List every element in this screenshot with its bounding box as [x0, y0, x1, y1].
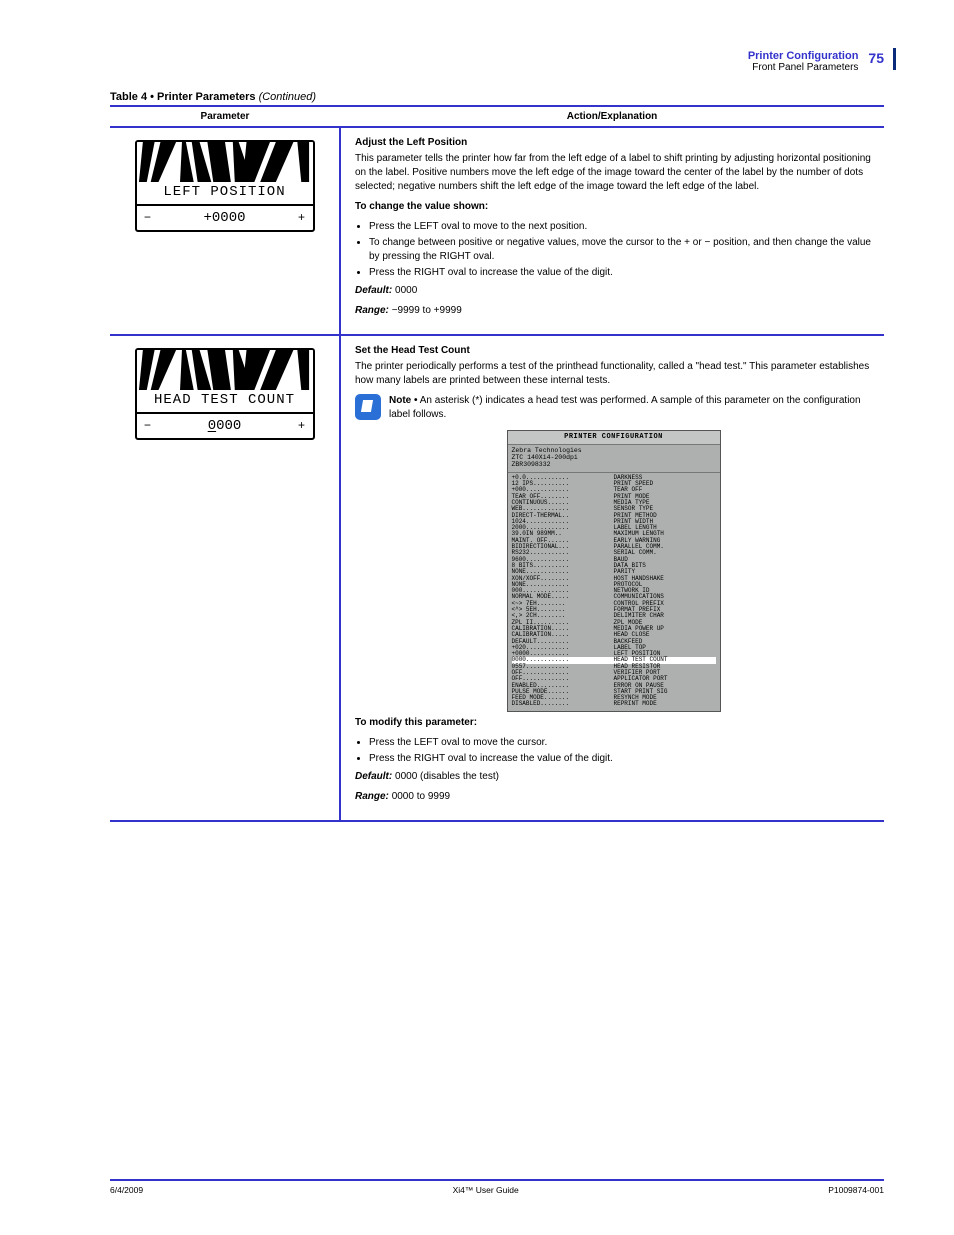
page: Printer Configuration Front Panel Parame…	[0, 0, 954, 1235]
row-heading: Adjust the Left Position	[355, 136, 872, 150]
step: Press the RIGHT oval to increase the val…	[369, 266, 872, 280]
lcd-left-position: LEFT POSITION − +0000 +	[135, 140, 315, 232]
header-title: Printer Configuration	[748, 50, 859, 62]
page-number-bar	[893, 48, 896, 70]
default-value: 0000	[395, 285, 417, 296]
steps-list: Press the LEFT oval to move the cursor. …	[369, 736, 872, 766]
page-number: 75	[868, 50, 884, 66]
default-value: 0000 (disables the test)	[395, 771, 499, 782]
row-head-test-count: HEAD TEST COUNT − 0000 + Set the Head Te…	[110, 335, 884, 821]
th-parameter: Parameter	[110, 106, 340, 127]
minus-button[interactable]: −	[143, 211, 153, 225]
table-caption: Table 4 • Printer Parameters (Continued)	[110, 91, 884, 103]
default-label: Default:	[355, 771, 392, 782]
footer-doc-id: P1009874-001	[828, 1185, 884, 1195]
config-header: Zebra Technologies ZTC 140Xi4-200dpi ZBR…	[508, 445, 720, 472]
footer-date: 6/4/2009	[110, 1185, 143, 1195]
th-action: Action/Explanation	[340, 106, 884, 127]
range-label: Range:	[355, 791, 389, 802]
config-title: PRINTER CONFIGURATION	[508, 431, 720, 445]
page-footer: 6/4/2009 Xi4™ User Guide P1009874-001	[110, 1179, 884, 1195]
plus-button[interactable]: +	[297, 419, 307, 433]
note-text: An asterisk (*) indicates a head test wa…	[389, 395, 861, 420]
range-value: −9999 to +9999	[392, 305, 462, 316]
row-left-position: LEFT POSITION − +0000 + Adjust the Left …	[110, 127, 884, 335]
step: To change between positive or negative v…	[369, 236, 872, 264]
zebra-logo	[137, 142, 313, 182]
lcd-label: HEAD TEST COUNT	[137, 390, 313, 412]
label-to-change: To change the value shown:	[355, 201, 488, 212]
step: Press the LEFT oval to move the cursor.	[369, 736, 872, 750]
default-label: Default:	[355, 285, 392, 296]
lcd-value: 0000	[153, 418, 297, 434]
steps-list: Press the LEFT oval to move to the next …	[369, 220, 872, 280]
row-heading: Set the Head Test Count	[355, 344, 872, 358]
parameters-table: Parameter Action/Explanation	[110, 105, 884, 822]
range-label: Range:	[355, 305, 389, 316]
lcd-label: LEFT POSITION	[137, 182, 313, 204]
label-to-modify: To modify this parameter:	[355, 717, 477, 728]
page-header: Printer Configuration Front Panel Parame…	[110, 50, 884, 73]
row-desc: The printer periodically performs a test…	[355, 360, 872, 388]
plus-button[interactable]: +	[297, 211, 307, 225]
lcd-value: +0000	[153, 210, 297, 226]
footer-title: Xi4™ User Guide	[453, 1185, 519, 1195]
row-desc: This parameter tells the printer how far…	[355, 152, 872, 194]
minus-button[interactable]: −	[143, 419, 153, 433]
step: Press the RIGHT oval to increase the val…	[369, 752, 872, 766]
step: Press the LEFT oval to move to the next …	[369, 220, 872, 234]
lcd-value-row: − 0000 +	[137, 414, 313, 438]
lcd-value-row: − +0000 +	[137, 206, 313, 230]
lcd-head-test-count: HEAD TEST COUNT − 0000 +	[135, 348, 315, 440]
zebra-logo	[137, 350, 313, 390]
note: Note • An asterisk (*) indicates a head …	[355, 394, 872, 422]
header-subtitle: Front Panel Parameters	[752, 62, 858, 73]
config-rows: +0.0............ DARKNESS12 IPS.........…	[512, 475, 716, 708]
note-icon	[355, 394, 381, 420]
note-label: Note •	[389, 395, 418, 406]
config-label-image: PRINTER CONFIGURATION Zebra Technologies…	[507, 430, 721, 712]
range-value: 0000 to 9999	[392, 791, 450, 802]
